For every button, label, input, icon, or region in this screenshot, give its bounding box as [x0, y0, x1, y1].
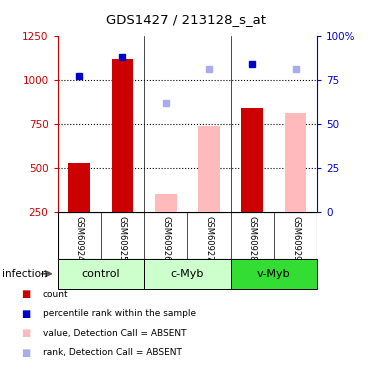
Bar [68, 162, 90, 212]
Text: count: count [43, 290, 68, 299]
Text: ■: ■ [22, 328, 30, 338]
Text: v-Myb: v-Myb [257, 269, 291, 279]
Text: GDS1427 / 213128_s_at: GDS1427 / 213128_s_at [105, 13, 266, 26]
Bar [242, 108, 263, 212]
Text: c-Myb: c-Myb [171, 269, 204, 279]
Bar [144, 259, 231, 289]
Text: ■: ■ [22, 290, 30, 299]
Bar [198, 126, 220, 212]
Bar [155, 194, 177, 212]
Text: percentile rank within the sample: percentile rank within the sample [43, 309, 196, 318]
Bar [231, 259, 317, 289]
Text: value, Detection Call = ABSENT: value, Detection Call = ABSENT [43, 329, 186, 338]
Text: GSM60926: GSM60926 [161, 216, 170, 261]
Text: GSM60925: GSM60925 [118, 216, 127, 261]
Text: GSM60927: GSM60927 [204, 216, 213, 261]
Text: GSM60928: GSM60928 [248, 216, 257, 261]
Text: GSM60924: GSM60924 [75, 216, 83, 261]
Text: ■: ■ [22, 348, 30, 358]
Bar [58, 259, 144, 289]
Text: control: control [82, 269, 120, 279]
Text: infection: infection [2, 269, 47, 279]
Text: GSM60929: GSM60929 [291, 216, 300, 261]
Text: ■: ■ [22, 309, 30, 319]
Text: rank, Detection Call = ABSENT: rank, Detection Call = ABSENT [43, 348, 181, 357]
Bar [112, 58, 133, 212]
Bar [285, 113, 306, 212]
